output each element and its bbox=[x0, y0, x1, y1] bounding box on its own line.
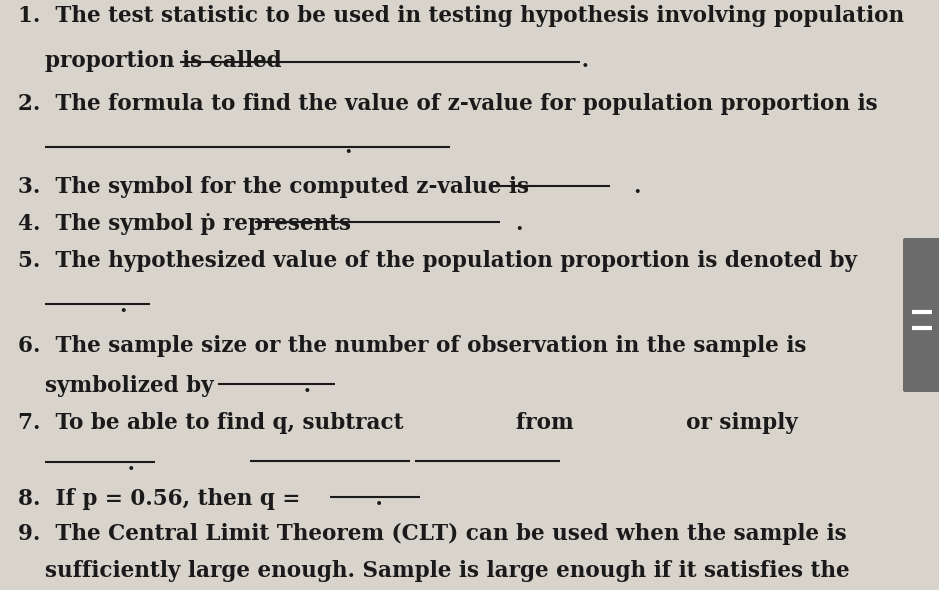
Text: .: . bbox=[45, 136, 352, 158]
Text: 3.  The symbol for the computed z-value is              .: 3. The symbol for the computed z-value i… bbox=[18, 176, 641, 198]
Text: .: . bbox=[45, 453, 135, 475]
Text: .: . bbox=[45, 295, 128, 317]
Text: 4.  The symbol ṗ represents                      .: 4. The symbol ṗ represents . bbox=[18, 213, 524, 235]
Text: 1.  The test statistic to be used in testing hypothesis involving population: 1. The test statistic to be used in test… bbox=[18, 5, 904, 27]
Text: sufficiently large enough. Sample is large enough if it satisfies the: sufficiently large enough. Sample is lar… bbox=[45, 560, 850, 582]
Text: 7.  To be able to find q, subtract               from               or simply: 7. To be able to find q, subtract from o… bbox=[18, 412, 798, 434]
Text: 5.  The hypothesized value of the population proportion is denoted by: 5. The hypothesized value of the populat… bbox=[18, 250, 857, 272]
Text: 2.  The formula to find the value of z-value for population proportion is: 2. The formula to find the value of z-va… bbox=[18, 93, 878, 115]
Text: 6.  The sample size or the number of observation in the sample is: 6. The sample size or the number of obse… bbox=[18, 335, 807, 357]
Text: symbolized by            .: symbolized by . bbox=[45, 375, 311, 397]
FancyBboxPatch shape bbox=[903, 238, 939, 392]
Text: 9.  The Central Limit Theorem (CLT) can be used when the sample is: 9. The Central Limit Theorem (CLT) can b… bbox=[18, 523, 847, 545]
Text: proportion is called                                        .: proportion is called . bbox=[45, 50, 589, 72]
Text: 8.  If p = 0.56, then q =          .: 8. If p = 0.56, then q = . bbox=[18, 488, 383, 510]
